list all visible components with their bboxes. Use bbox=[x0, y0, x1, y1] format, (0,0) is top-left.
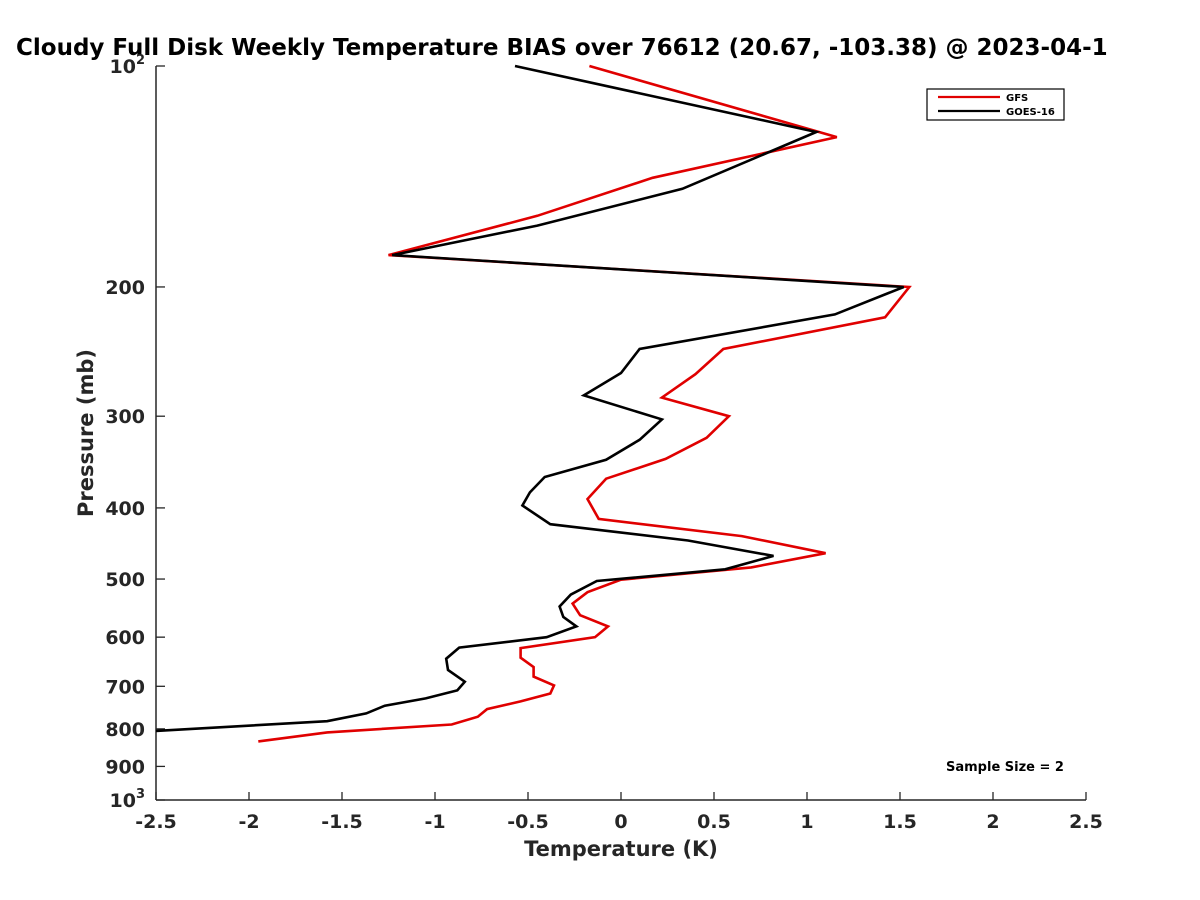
y-tick-label: 900 bbox=[105, 756, 145, 778]
y-axis-ticks: 102 200 300 400 500 600 700 800 900 103 bbox=[105, 53, 165, 812]
legend-label-gfs: GFS bbox=[1006, 93, 1028, 104]
y-tick-label: 400 bbox=[105, 498, 145, 520]
series-line-gfs bbox=[258, 64, 912, 743]
x-tick-label: -1 bbox=[424, 811, 445, 833]
x-tick-label: -1.5 bbox=[321, 811, 363, 833]
x-tick-label: 0.5 bbox=[697, 811, 731, 833]
y-tick-label: 103 bbox=[110, 787, 146, 812]
x-tick-label: 2.5 bbox=[1069, 811, 1103, 833]
x-axis-label: Temperature (K) bbox=[524, 837, 718, 861]
y-tick-label: 700 bbox=[105, 676, 145, 698]
x-tick-label: 0 bbox=[614, 811, 627, 833]
x-tick-label: -2 bbox=[238, 811, 259, 833]
series-lines bbox=[155, 64, 912, 743]
y-tick-label: 600 bbox=[105, 627, 145, 649]
plot-axes bbox=[155, 66, 1086, 801]
y-tick-label: 200 bbox=[105, 277, 145, 299]
series-line-goes-16 bbox=[155, 64, 905, 733]
y-tick-label: 800 bbox=[105, 719, 145, 741]
chart-legend: GFS GOES-16 bbox=[926, 88, 1065, 121]
x-tick-label: -0.5 bbox=[507, 811, 549, 833]
x-tick-label: 2 bbox=[986, 811, 999, 833]
legend-box bbox=[926, 88, 1065, 121]
y-tick-label: 500 bbox=[105, 569, 145, 591]
legend-label-goes16: GOES-16 bbox=[1006, 107, 1055, 118]
x-tick-label: 1 bbox=[800, 811, 813, 833]
x-axis-ticks: -2.5 -2 -1.5 -1 -0.5 0 0.5 1 1.5 2 2.5 bbox=[135, 792, 1103, 833]
x-tick-label: 1.5 bbox=[883, 811, 917, 833]
y-axis-label: Pressure (mb) bbox=[74, 349, 98, 517]
chart-title: Cloudy Full Disk Weekly Temperature BIAS… bbox=[16, 35, 1108, 61]
sample-size-annotation: Sample Size = 2 bbox=[946, 760, 1064, 775]
y-tick-label: 300 bbox=[105, 406, 145, 428]
y-tick-label: 102 bbox=[110, 53, 146, 78]
x-tick-label: -2.5 bbox=[135, 811, 177, 833]
